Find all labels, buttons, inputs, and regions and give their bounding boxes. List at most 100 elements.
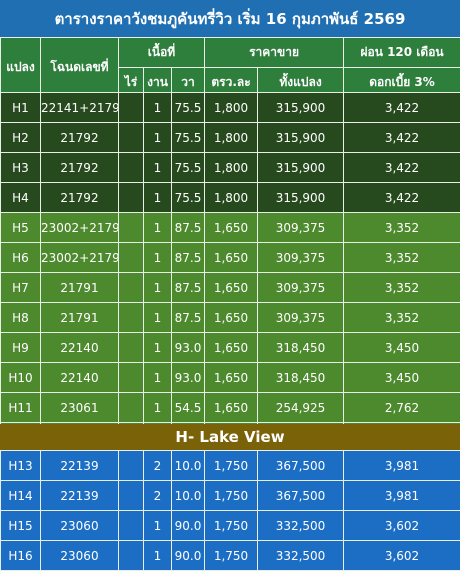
ngan-cell: 2 (144, 481, 172, 511)
plot-cell: H13 (1, 451, 41, 481)
rai-cell (119, 451, 144, 481)
plot-cell: H16 (1, 541, 41, 571)
ngan-cell: 1 (144, 213, 172, 243)
ngan-cell: 1 (144, 153, 172, 183)
header-installment: ผ่อน 120 เดือน (344, 38, 460, 68)
plot-cell: H15 (1, 511, 41, 541)
header-deed: โฉนดเลขที่ (41, 38, 119, 98)
ngan-cell: 1 (144, 243, 172, 273)
price-per-sqwa-cell: 1,750 (205, 481, 258, 511)
price-per-sqwa-cell: 1,650 (205, 363, 258, 393)
monthly-payment-cell: 3,981 (344, 451, 460, 481)
rai-cell (119, 541, 144, 571)
plot-cell: H1 (1, 93, 41, 123)
wa-cell: 90.0 (172, 511, 205, 541)
wa-cell: 93.0 (172, 363, 205, 393)
deed-cell: 22140 (41, 333, 119, 363)
total-price-cell: 315,900 (258, 153, 344, 183)
monthly-payment-cell: 2,762 (344, 393, 460, 423)
deed-cell: 23061 (41, 393, 119, 423)
price-per-sqwa-cell: 1,800 (205, 153, 258, 183)
rai-cell (119, 393, 144, 423)
plot-cell: H4 (1, 183, 41, 213)
total-price-cell: 309,375 (258, 243, 344, 273)
monthly-payment-cell: 3,450 (344, 333, 460, 363)
wa-cell: 75.5 (172, 93, 205, 123)
wa-cell: 87.5 (172, 273, 205, 303)
monthly-payment-cell: 3,352 (344, 243, 460, 273)
price-table-header: แปลง โฉนดเลขที่ เนื้อที่ ราคาขาย ผ่อน 12… (0, 37, 460, 98)
deed-cell: 21792 (41, 153, 119, 183)
plot-cell: H11 (1, 393, 41, 423)
plot-cell: H10 (1, 363, 41, 393)
deed-cell: 21791 (41, 303, 119, 333)
rai-cell (119, 363, 144, 393)
deed-cell: 21792 (41, 123, 119, 153)
page-title: ตารางราคาวังชมภูคันทรี่วิว เริ่ม 16 กุมภ… (0, 0, 460, 37)
price-per-sqwa-cell: 1,750 (205, 511, 258, 541)
ngan-cell: 1 (144, 393, 172, 423)
wa-cell: 87.5 (172, 303, 205, 333)
price-per-sqwa-cell: 1,650 (205, 213, 258, 243)
price-per-sqwa-cell: 1,650 (205, 303, 258, 333)
ngan-cell: 1 (144, 363, 172, 393)
total-price-cell: 332,500 (258, 541, 344, 571)
wa-cell: 75.5 (172, 123, 205, 153)
wa-cell: 75.5 (172, 153, 205, 183)
header-plot: แปลง (1, 38, 41, 98)
monthly-payment-cell: 3,422 (344, 123, 460, 153)
rai-cell (119, 243, 144, 273)
wa-cell: 93.0 (172, 333, 205, 363)
deed-cell: 22139 (41, 451, 119, 481)
total-price-cell: 309,375 (258, 303, 344, 333)
rai-cell (119, 333, 144, 363)
price-per-sqwa-cell: 1,800 (205, 123, 258, 153)
deed-cell: 23060 (41, 511, 119, 541)
total-price-cell: 318,450 (258, 363, 344, 393)
total-price-cell: 367,500 (258, 451, 344, 481)
price-per-sqwa-cell: 1,750 (205, 541, 258, 571)
ngan-cell: 1 (144, 541, 172, 571)
plot-cell: H7 (1, 273, 41, 303)
monthly-payment-cell: 3,422 (344, 183, 460, 213)
plot-cell: H9 (1, 333, 41, 363)
rai-cell (119, 93, 144, 123)
wa-cell: 10.0 (172, 481, 205, 511)
price-per-sqwa-cell: 1,650 (205, 243, 258, 273)
total-price-cell: 367,500 (258, 481, 344, 511)
price-per-sqwa-cell: 1,650 (205, 333, 258, 363)
ngan-cell: 1 (144, 333, 172, 363)
deed-cell: 21792 (41, 183, 119, 213)
price-per-sqwa-cell: 1,750 (205, 451, 258, 481)
rai-cell (119, 183, 144, 213)
rai-cell (119, 273, 144, 303)
total-price-cell: 309,375 (258, 213, 344, 243)
ngan-cell: 1 (144, 303, 172, 333)
rai-cell (119, 123, 144, 153)
price-per-sqwa-cell: 1,800 (205, 183, 258, 213)
monthly-payment-cell: 3,450 (344, 363, 460, 393)
wa-cell: 90.0 (172, 541, 205, 571)
wa-cell: 75.5 (172, 183, 205, 213)
monthly-payment-cell: 3,352 (344, 303, 460, 333)
plot-cell: H2 (1, 123, 41, 153)
total-price-cell: 254,925 (258, 393, 344, 423)
price-per-sqwa-cell: 1,650 (205, 393, 258, 423)
rai-cell (119, 303, 144, 333)
monthly-payment-cell: 3,422 (344, 153, 460, 183)
